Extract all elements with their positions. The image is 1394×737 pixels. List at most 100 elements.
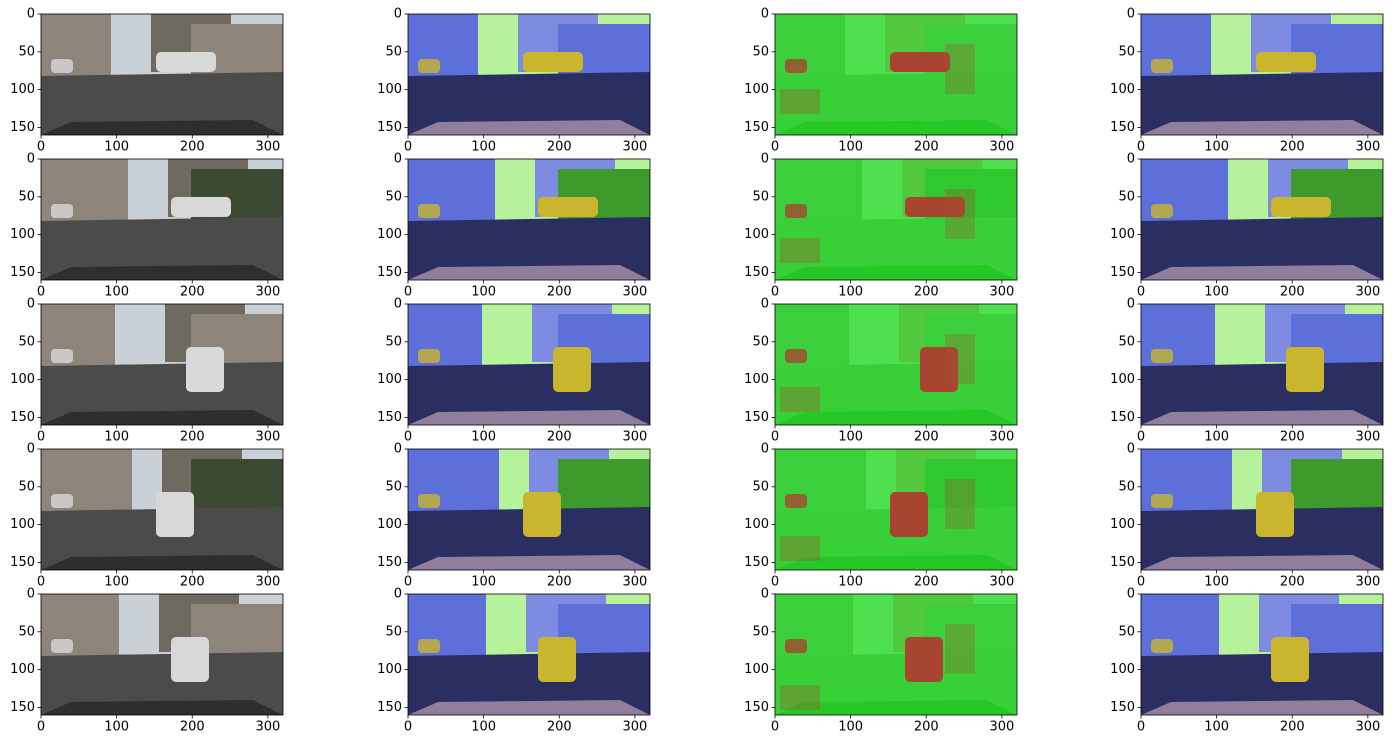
y-tick-label: 50 [18,624,35,639]
image-region [785,59,807,73]
image-region [775,120,1017,135]
y-tick-label: 150 [744,700,769,715]
image-region [41,555,283,570]
y-tick-label: 50 [752,334,769,349]
image-region [408,265,650,280]
image-region [905,637,943,682]
x-tick-label: 100 [838,285,863,300]
image-region [418,494,440,508]
x-tick-label: 200 [547,140,572,155]
image-region [418,59,440,73]
y-tick-label: 100 [10,227,35,242]
x-tick-label: 300 [622,720,647,735]
x-tick-label: 0 [1137,430,1145,445]
y-tick-label: 150 [10,555,35,570]
y-tick-label: 100 [744,227,769,242]
y-tick-label: 100 [744,517,769,532]
image [41,14,283,135]
image-region [775,449,866,519]
y-tick-label: 50 [1118,44,1135,59]
x-tick-label: 300 [255,720,280,735]
image [1141,594,1383,715]
x-tick-label: 100 [838,430,863,445]
image-region [408,700,650,715]
image-region [41,449,132,519]
image-region [1141,14,1211,84]
y-tick-label: 0 [761,7,769,22]
x-tick-label: 0 [37,285,45,300]
x-tick-label: 300 [989,575,1014,590]
image-region [408,410,650,425]
x-tick-label: 100 [838,720,863,735]
y-tick-label: 0 [394,297,402,312]
image-region [523,52,583,72]
x-tick-label: 0 [771,720,779,735]
y-tick-label: 100 [744,662,769,677]
y-tick-label: 150 [744,410,769,425]
x-tick-label: 0 [37,430,45,445]
image-region [785,204,807,218]
y-tick-label: 0 [1127,587,1135,602]
x-tick-label: 100 [104,575,129,590]
y-tick-label: 0 [394,152,402,167]
subplot: 0100200300050100150 [377,7,650,155]
y-tick-label: 0 [27,587,35,602]
image-region [1271,197,1331,217]
y-tick-label: 0 [761,297,769,312]
x-tick-label: 0 [771,575,779,590]
x-tick-label: 100 [471,430,496,445]
image-region [780,387,820,412]
image-region [785,494,807,508]
y-tick-label: 0 [1127,7,1135,22]
x-tick-label: 200 [914,720,939,735]
image-region [51,639,73,653]
image-region [780,536,820,561]
y-tick-label: 50 [1118,624,1135,639]
image-region [418,204,440,218]
x-tick-label: 0 [1137,575,1145,590]
image-region [171,637,209,682]
y-tick-label: 100 [1110,227,1135,242]
image-region [408,594,486,664]
image-region [408,555,650,570]
y-tick-label: 100 [744,372,769,387]
y-tick-label: 100 [377,517,402,532]
x-tick-label: 100 [471,285,496,300]
y-tick-label: 100 [377,372,402,387]
image-region [1271,637,1309,682]
y-tick-label: 100 [1110,517,1135,532]
y-tick-label: 50 [18,189,35,204]
image-region [156,52,216,72]
image-region [945,624,975,674]
image-region [1256,52,1316,72]
image-region [1141,410,1383,425]
y-tick-label: 0 [27,7,35,22]
image-region [780,685,820,710]
y-tick-label: 50 [385,189,402,204]
image-region [1141,120,1383,135]
x-tick-label: 200 [180,430,205,445]
subplot: 0100200300050100150 [377,442,650,590]
image-region [775,159,862,229]
x-tick-label: 100 [1204,140,1229,155]
image-region [785,349,807,363]
image-region [780,89,820,114]
subplot: 0100200300050100150 [377,152,650,300]
image-region [538,637,576,682]
image-region [553,347,591,392]
x-tick-label: 300 [622,140,647,155]
x-tick-label: 0 [771,430,779,445]
y-tick-label: 0 [394,442,402,457]
y-tick-label: 50 [18,44,35,59]
x-tick-label: 300 [255,430,280,445]
x-tick-label: 200 [180,575,205,590]
y-tick-label: 50 [752,189,769,204]
x-tick-label: 300 [255,140,280,155]
image-region [785,639,807,653]
x-tick-label: 300 [255,285,280,300]
x-tick-label: 200 [1280,430,1305,445]
y-tick-label: 150 [10,410,35,425]
image-region [1141,449,1232,519]
